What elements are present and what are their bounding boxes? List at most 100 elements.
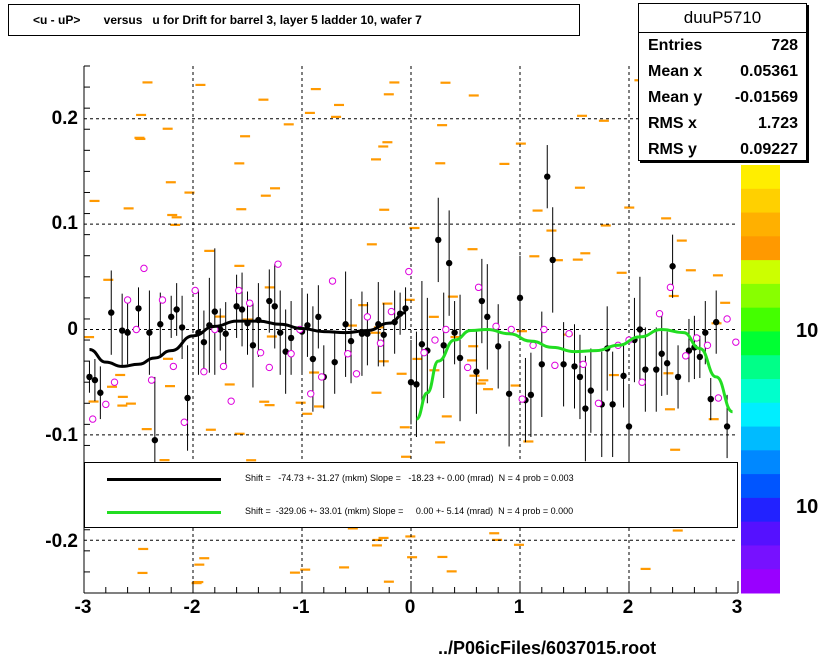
histogram-cell [708,418,719,421]
histogram-cell [523,440,534,443]
legend-entry-black-fit: Shift = -74.73 +- 31.27 (mkm) Slope = -1… [85,463,737,496]
color-scale-cell [741,545,780,570]
histogram-cell [309,371,320,374]
histogram-cell [123,207,134,210]
histogram-cell [383,580,394,583]
histogram-cell [103,278,114,281]
profile-point [380,331,387,338]
histogram-cell [712,274,723,277]
histogram-cell [270,187,281,190]
hollow-point [140,264,148,273]
histogram-cell [195,83,206,87]
histogram-cell [577,114,588,117]
color-scale-cell [741,355,780,380]
histogram-cell [137,571,148,575]
hollow-point [703,341,712,350]
profile-point [402,305,409,312]
stats-value: 0.05361 [740,63,798,80]
histogram-cell [266,335,277,338]
color-scale-cell [741,450,780,475]
hollow-point [692,334,701,342]
histogram-cell [580,252,591,255]
legend-line-sample [107,478,221,481]
profile-point [118,327,126,334]
stats-row-entries: Entries 728 [639,33,806,59]
x-tick-label: 3 [731,597,743,618]
stats-value: 0.09227 [740,141,798,158]
data-series [86,145,740,504]
histogram-cell [446,570,457,573]
hollow-point [89,415,97,423]
stats-label: RMS x [648,115,697,132]
histogram-cell [334,103,345,107]
profile-point [222,330,229,337]
color-scale-cell [741,521,780,546]
histogram-cell [159,459,170,462]
histogram-cell [205,428,216,431]
stats-row-mean-x: Mean x 0.05361 [639,59,806,85]
hollow-point [180,418,188,426]
histogram-cell [346,324,357,327]
hollow-point [655,309,664,318]
histogram-cell [141,428,152,431]
profile-point [282,348,289,355]
profile-point [609,401,616,408]
hollow-point [352,370,361,378]
hollow-point [132,325,141,334]
histogram-cell [437,124,448,127]
color-scale-cell [741,260,780,285]
hollow-point [387,307,396,316]
histogram-cell [510,384,521,387]
y-tick-label: 0 [67,319,78,340]
color-scale-cell [741,283,780,309]
histogram-cell [194,563,205,566]
histogram-cell [314,405,325,408]
histogram-cell [165,385,176,388]
profile-point [211,308,218,315]
profile-point [146,329,153,336]
profile-point [560,361,567,368]
profile-point [151,436,159,444]
profile-point [707,395,714,403]
histogram-cell [405,535,416,538]
hollow-point [219,362,228,371]
histogram-cell [366,243,377,246]
stats-row-rms-y: RMS y 0.09227 [639,137,806,163]
histogram-cell [246,459,257,462]
histogram-cell [670,448,681,451]
profile-point [636,326,644,333]
color-scale-cell [741,212,780,237]
color-scale-cell [741,307,780,332]
hollow-point [507,325,515,334]
histogram-cell [412,357,423,361]
hollow-point [245,299,254,307]
histogram-cell [676,239,687,242]
source-file-label: ../P06icFiles/6037015.root [438,638,657,658]
histogram-cell [295,401,306,404]
histogram-cell [382,141,393,144]
profile-point [625,423,633,430]
histogram-cell [513,543,524,546]
profile-point [495,343,502,350]
histogram-cell [378,145,389,148]
histogram-cell [165,181,176,184]
histogram-cell [399,426,410,429]
x-tick-label: -3 [74,597,92,618]
profile-point [445,259,453,267]
profile-point [309,355,317,363]
histogram-cell [378,536,389,540]
histogram-cell [383,93,394,96]
profile-point [407,379,415,386]
histogram-cell [600,224,611,227]
color-scale-cell [741,331,780,356]
hollow-point [666,283,675,292]
histogram-cell [283,123,294,126]
profile-point [663,360,671,367]
fit-curve-black [89,311,406,368]
color-scale-cell [741,474,780,499]
profile-point [135,305,142,312]
histogram-cell [162,357,173,360]
histogram-cell [409,226,420,230]
histogram-cell [616,271,627,274]
